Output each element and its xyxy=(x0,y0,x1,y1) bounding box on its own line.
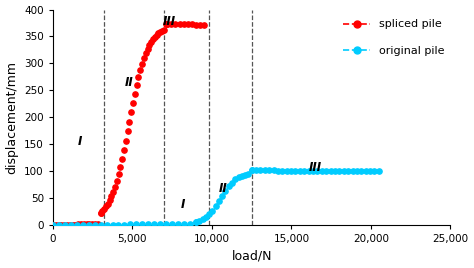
Legend: spliced pile, original pile: spliced pile, original pile xyxy=(343,19,445,56)
Text: II: II xyxy=(219,182,228,195)
Text: I: I xyxy=(78,135,82,148)
Text: II: II xyxy=(125,76,134,89)
Text: III: III xyxy=(309,161,322,174)
Text: III: III xyxy=(163,15,175,28)
Y-axis label: displacement/mm: displacement/mm xyxy=(6,61,18,174)
X-axis label: load/N: load/N xyxy=(231,250,272,262)
Text: I: I xyxy=(181,198,185,211)
